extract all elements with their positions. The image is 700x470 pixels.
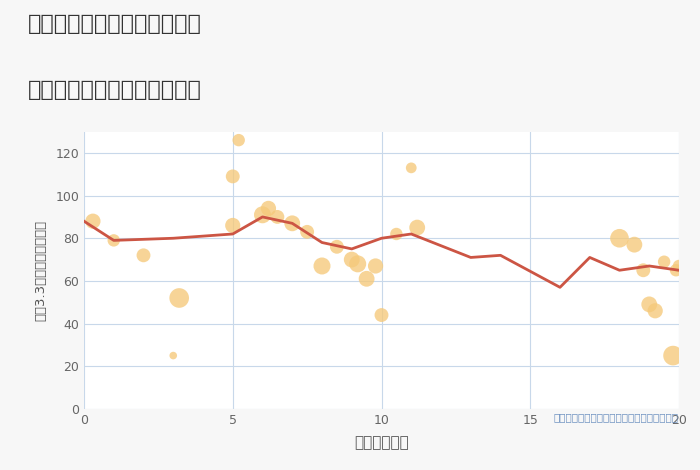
Point [406, 164, 417, 172]
Point [227, 222, 238, 229]
Point [614, 235, 625, 242]
Point [272, 213, 283, 221]
Point [346, 256, 357, 263]
Point [376, 311, 387, 319]
Point [331, 243, 342, 251]
Y-axis label: 坪（3.3㎡）単価（万円）: 坪（3.3㎡）単価（万円） [34, 219, 47, 321]
Point [352, 260, 363, 267]
Point [370, 262, 381, 270]
Text: 駅距離別中古マンション価格: 駅距離別中古マンション価格 [28, 80, 202, 100]
Point [88, 218, 99, 225]
Point [659, 258, 670, 266]
Point [316, 262, 328, 270]
Point [644, 301, 655, 308]
Text: 円の大きさは、取引のあった物件面積を示す: 円の大きさは、取引のあった物件面積を示す [554, 412, 679, 422]
Point [391, 230, 402, 238]
Point [257, 211, 268, 219]
Point [650, 307, 661, 314]
X-axis label: 駅距離（分）: 駅距離（分） [354, 435, 409, 450]
Point [668, 352, 679, 360]
Point [302, 228, 313, 235]
Point [227, 172, 238, 180]
Point [361, 275, 372, 282]
Point [287, 219, 298, 227]
Point [168, 352, 179, 360]
Point [671, 266, 682, 274]
Point [263, 204, 274, 212]
Point [233, 136, 244, 144]
Point [174, 294, 185, 302]
Point [673, 262, 685, 270]
Text: 三重県津市安濃町東観音寺の: 三重県津市安濃町東観音寺の [28, 14, 202, 34]
Point [108, 236, 119, 244]
Point [638, 266, 649, 274]
Point [138, 251, 149, 259]
Point [412, 224, 423, 231]
Point [629, 241, 640, 249]
